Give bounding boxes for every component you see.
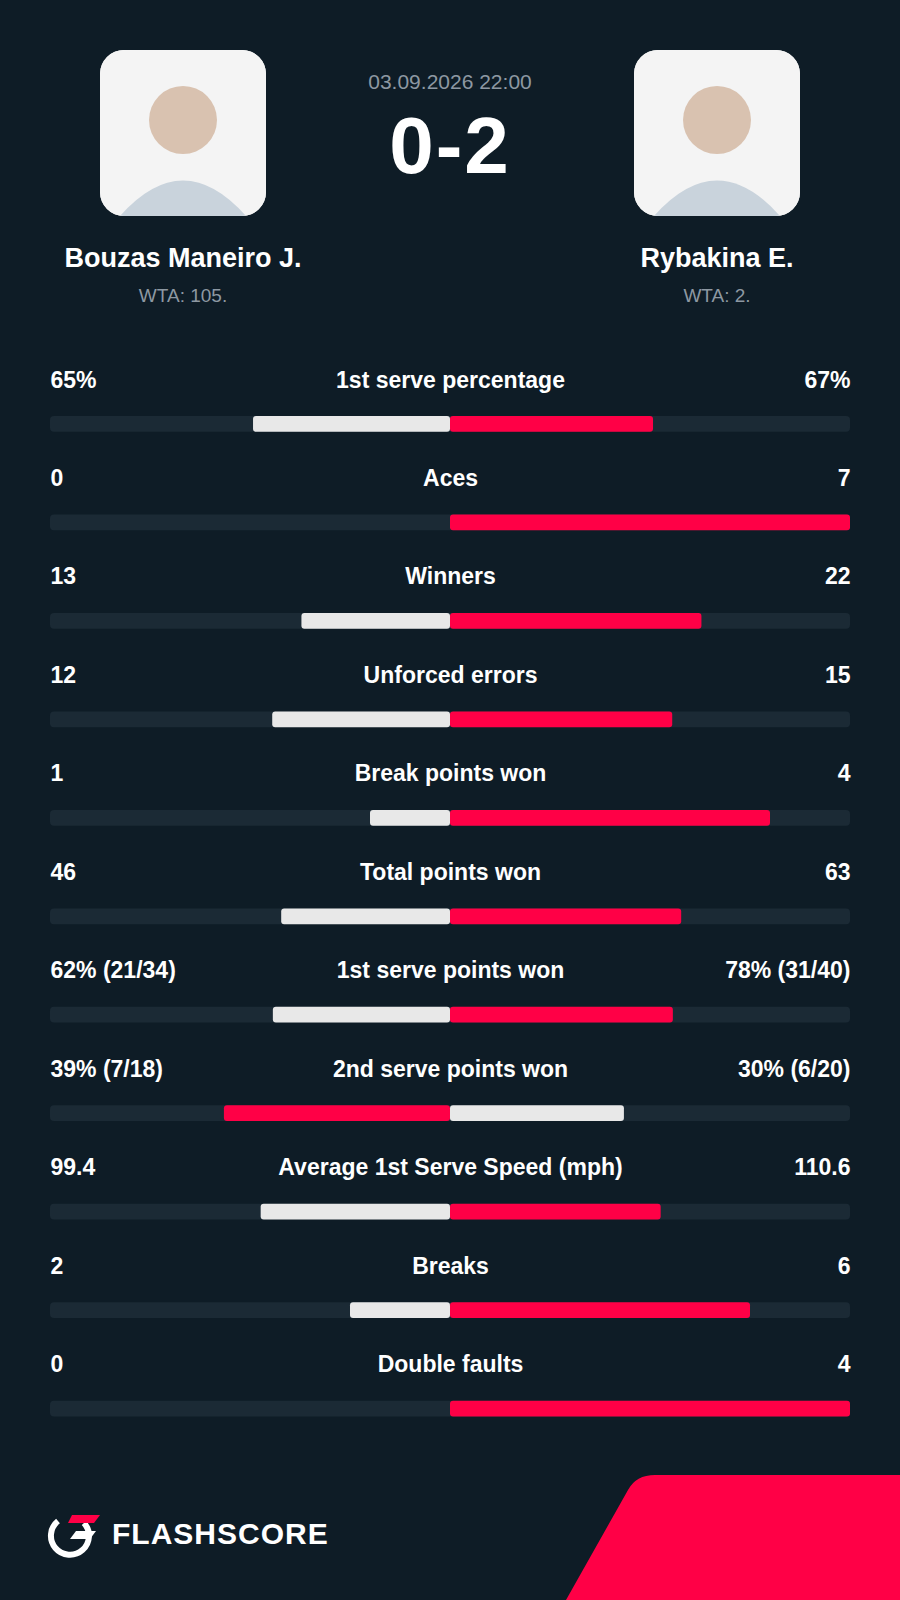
html-text:Bouzas Maneiro J.: Bouzas Maneiro J. — [64, 243, 302, 273]
svg-text:1: 1 — [51, 760, 64, 786]
svg-text:12: 12 — [51, 662, 77, 688]
svg-text:4: 4 — [838, 1351, 851, 1377]
svg-text:0: 0 — [51, 1351, 64, 1377]
svg-text:Aces: Aces — [423, 465, 478, 491]
svg-text:13: 13 — [51, 563, 77, 589]
svg-text:62% (21/34): 62% (21/34) — [51, 957, 176, 983]
svg-text:22: 22 — [825, 563, 851, 589]
svg-text:78% (31/40): 78% (31/40) — [725, 957, 850, 983]
svg-text:7: 7 — [838, 465, 851, 491]
svg-text:Average 1st Serve Speed (mph): Average 1st Serve Speed (mph) — [278, 1154, 622, 1180]
svg-text:6: 6 — [838, 1253, 851, 1279]
svg-text:Double faults: Double faults — [378, 1351, 524, 1377]
svg-text:63: 63 — [825, 859, 851, 885]
html-text:FLASHSCORE: FLASHSCORE — [112, 1517, 329, 1550]
svg-text:99.4: 99.4 — [51, 1154, 96, 1180]
svg-text:Breaks: Breaks — [412, 1253, 489, 1279]
svg-text:0: 0 — [51, 465, 64, 491]
svg-text:2nd serve points won: 2nd serve points won — [333, 1056, 568, 1082]
svg-text:Unforced errors: Unforced errors — [364, 662, 538, 688]
svg-text:110.6: 110.6 — [794, 1154, 850, 1180]
svg-text:65%: 65% — [51, 367, 97, 393]
svg-text:Winners: Winners — [405, 563, 496, 589]
html-text:WTA: 2.: WTA: 2. — [683, 285, 751, 306]
svg-text:Total points won: Total points won — [360, 859, 541, 885]
html-text:Rybakina E.: Rybakina E. — [640, 243, 794, 273]
html-text:0-2: 0-2 — [389, 101, 511, 190]
svg-text:Break points won: Break points won — [355, 760, 547, 786]
svg-text:39% (7/18): 39% (7/18) — [51, 1056, 164, 1082]
svg-text:4: 4 — [838, 760, 851, 786]
svg-text:1st serve points won: 1st serve points won — [337, 957, 565, 983]
html-text:03.09.2026 22:00: 03.09.2026 22:00 — [368, 70, 532, 93]
svg-text:1st serve percentage: 1st serve percentage — [336, 367, 565, 393]
svg-text:2: 2 — [51, 1253, 64, 1279]
svg-text:15: 15 — [825, 662, 851, 688]
svg-text:67%: 67% — [804, 367, 850, 393]
svg-text:30% (6/20): 30% (6/20) — [738, 1056, 851, 1082]
html-text:WTA: 105.: WTA: 105. — [138, 285, 228, 306]
svg-text:46: 46 — [51, 859, 77, 885]
